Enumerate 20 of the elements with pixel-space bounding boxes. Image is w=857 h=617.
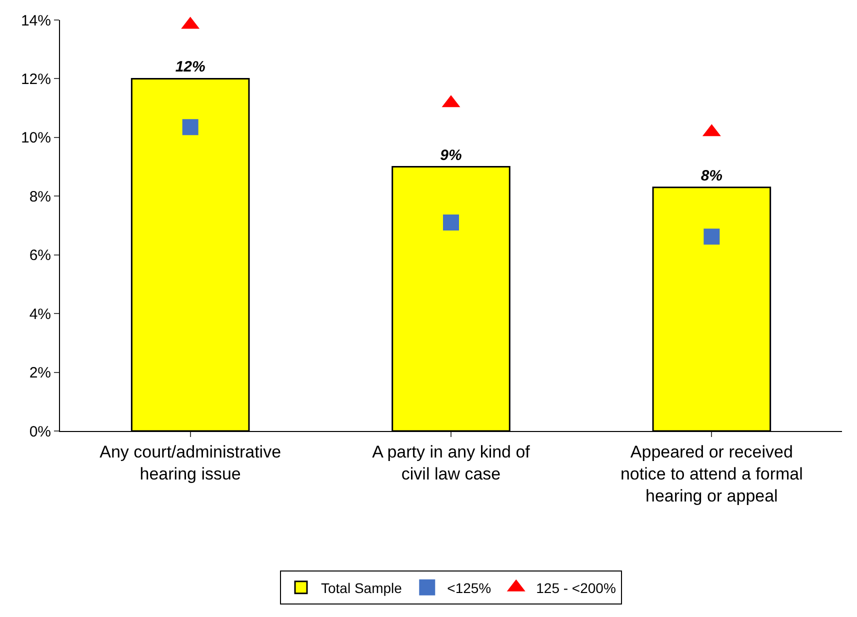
- y-tick-label: 10%: [20, 130, 51, 147]
- data-label: 9%: [440, 146, 462, 164]
- legend-label: Total Sample: [321, 580, 402, 596]
- point: [704, 228, 720, 245]
- x-tick-label: Appeared or received notice to attend a formal hearing or appeal: [620, 442, 803, 506]
- legend-label: 125 - <200%: [536, 580, 616, 596]
- y-tick-label: 6%: [29, 247, 51, 264]
- legend-label: <125%: [447, 580, 492, 596]
- y-tick-label: 8%: [29, 188, 51, 206]
- y-tick-label: 14%: [20, 12, 51, 30]
- x-tick-label: Any court/administrative hearing issue: [100, 442, 282, 484]
- y-tick-label: 2%: [29, 364, 51, 382]
- x-tick-label: A party in any kind of civil law case: [372, 442, 530, 484]
- y-tick-label: 4%: [29, 306, 51, 323]
- point: [443, 214, 459, 231]
- point: [182, 119, 198, 136]
- y-tick-label: 12%: [20, 70, 51, 88]
- data-label: 12%: [175, 58, 206, 76]
- y-tick-label: 0%: [29, 423, 51, 440]
- data-label: 8%: [700, 167, 723, 184]
